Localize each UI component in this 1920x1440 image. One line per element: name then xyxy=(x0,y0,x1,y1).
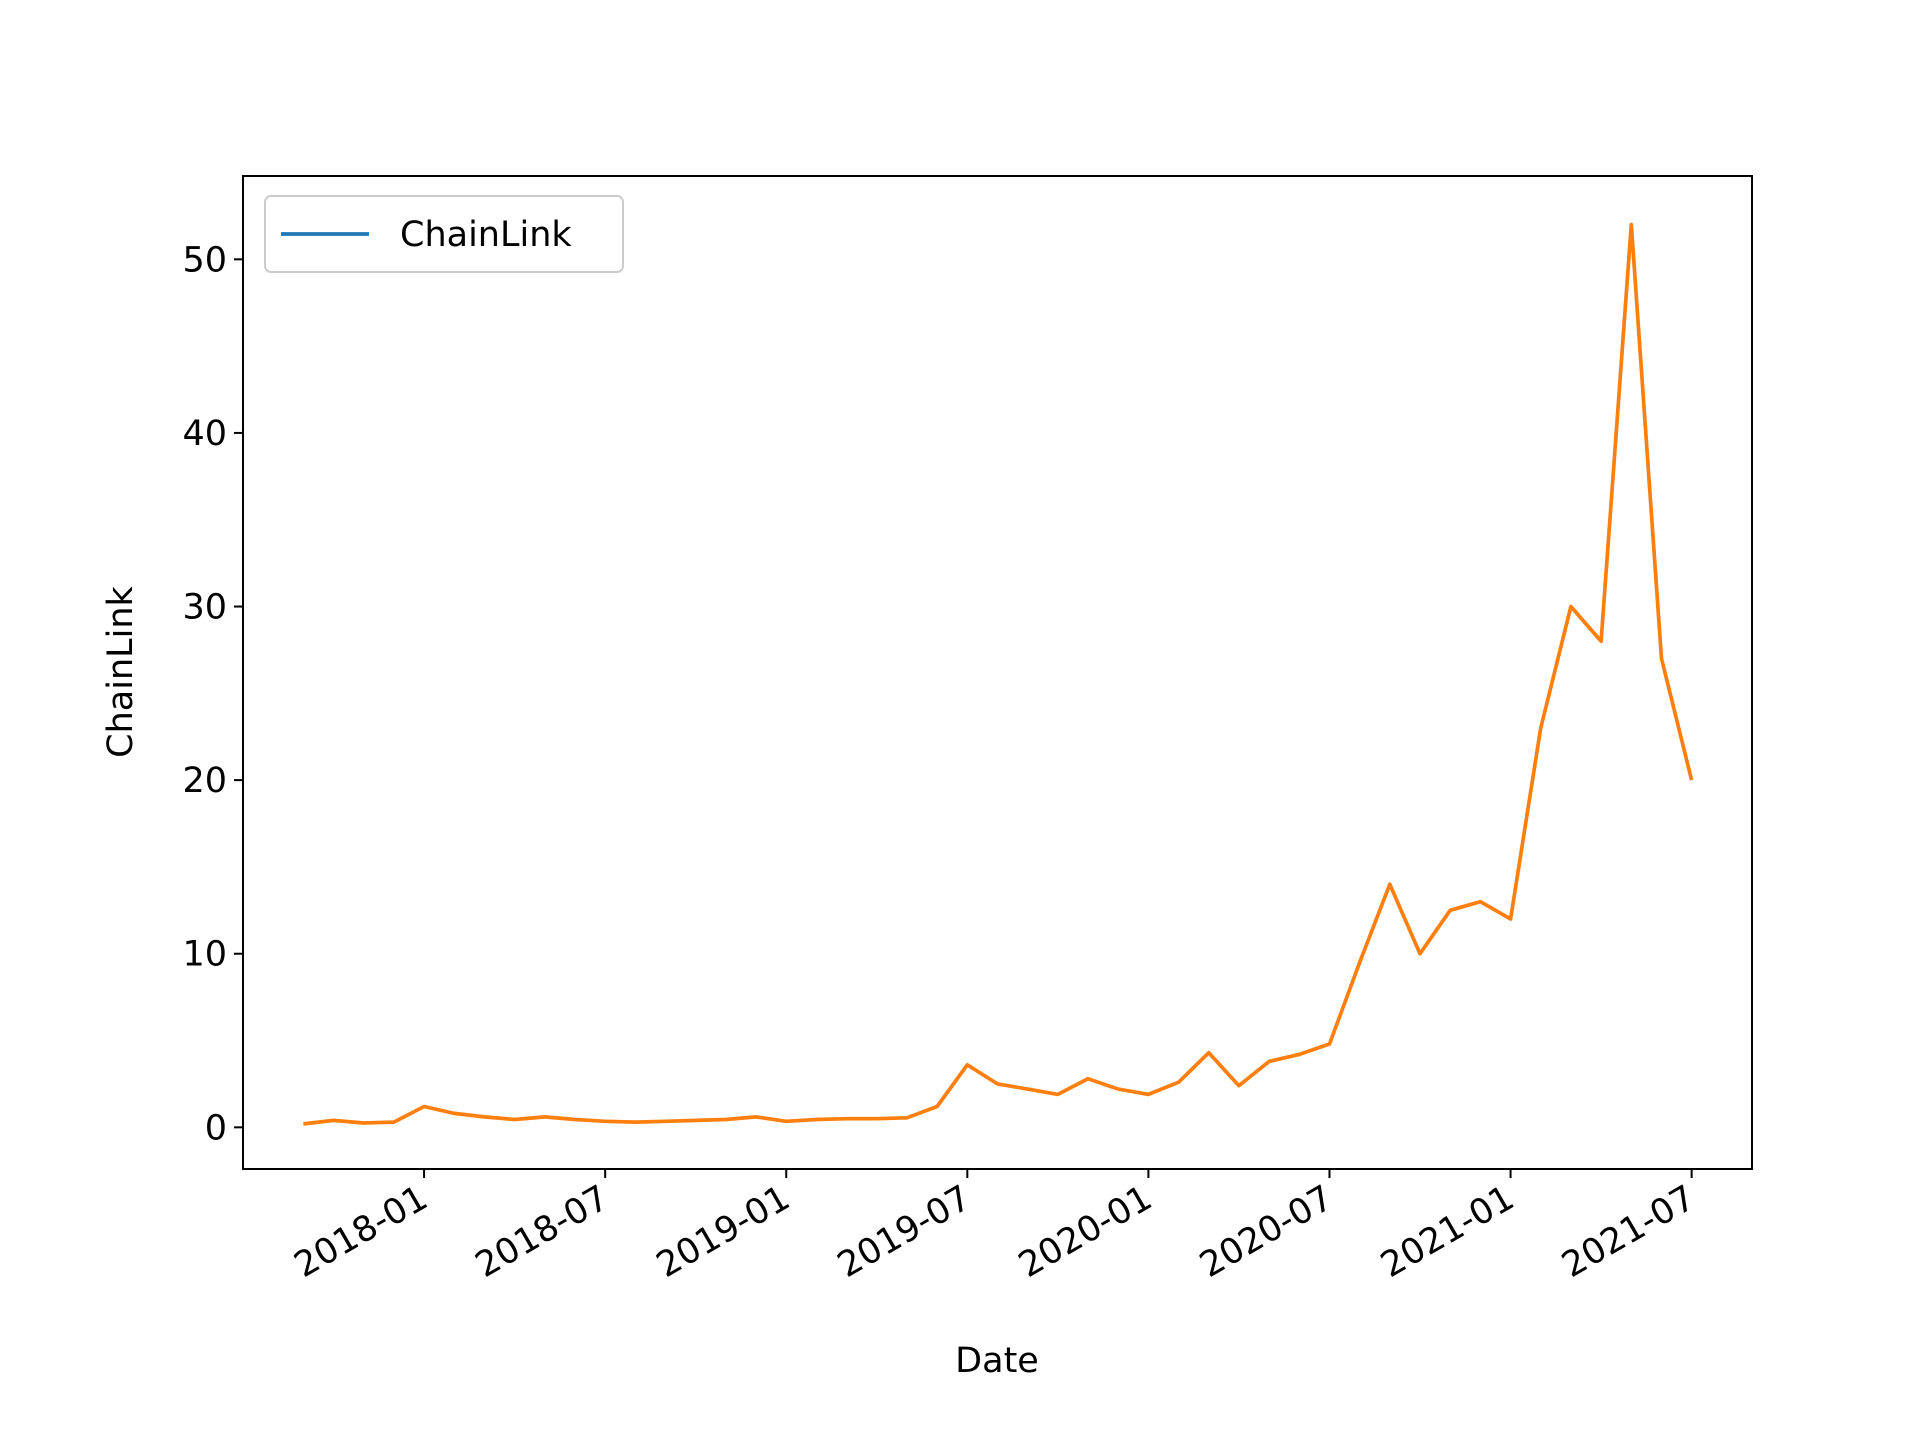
data-line xyxy=(303,222,1694,1126)
legend-label: ChainLink xyxy=(400,215,572,255)
y-tick-label: 50 xyxy=(182,240,227,280)
y-axis-label: ChainLink xyxy=(101,585,141,757)
y-tick-label: 20 xyxy=(182,761,227,801)
legend: ChainLink xyxy=(264,195,624,273)
y-tick-label: 0 xyxy=(205,1108,227,1148)
y-tick-label: 40 xyxy=(182,414,227,454)
legend-box xyxy=(264,195,624,273)
x-axis-label: Date xyxy=(955,1341,1039,1381)
y-tick-label: 10 xyxy=(182,935,227,975)
y-tick-label: 30 xyxy=(182,588,227,628)
plot-frame xyxy=(242,175,1753,1170)
